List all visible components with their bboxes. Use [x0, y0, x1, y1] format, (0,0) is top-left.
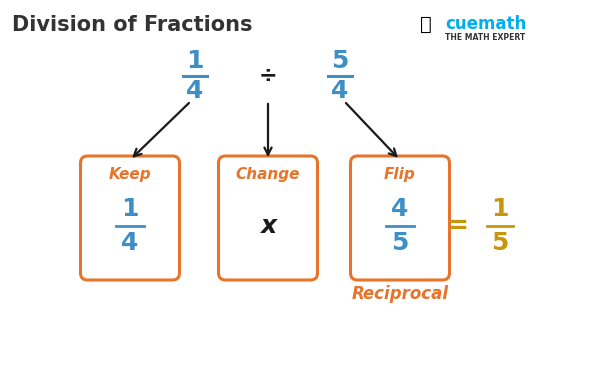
Text: Division of Fractions: Division of Fractions [12, 15, 253, 35]
FancyBboxPatch shape [350, 156, 449, 280]
Text: Keep: Keep [108, 167, 151, 183]
Text: x: x [260, 214, 276, 238]
Text: THE MATH EXPERT: THE MATH EXPERT [445, 33, 525, 42]
Text: 1: 1 [121, 197, 139, 221]
Text: Flip: Flip [384, 167, 416, 183]
Text: 4: 4 [392, 197, 409, 221]
Text: 5: 5 [331, 49, 349, 73]
Text: ÷: ÷ [259, 66, 277, 86]
FancyBboxPatch shape [80, 156, 179, 280]
Text: 5: 5 [491, 231, 509, 255]
Text: =: = [448, 214, 468, 238]
Text: 4: 4 [331, 79, 349, 103]
Text: Reciprocal: Reciprocal [352, 285, 449, 303]
Text: 4: 4 [122, 231, 139, 255]
Text: 4: 4 [187, 79, 204, 103]
Text: 5: 5 [392, 231, 409, 255]
FancyBboxPatch shape [219, 156, 318, 280]
Text: 1: 1 [186, 49, 204, 73]
Text: 1: 1 [491, 197, 509, 221]
Text: Change: Change [236, 167, 300, 183]
Text: cuemath: cuemath [445, 15, 526, 33]
Text: 🚀: 🚀 [420, 15, 432, 34]
